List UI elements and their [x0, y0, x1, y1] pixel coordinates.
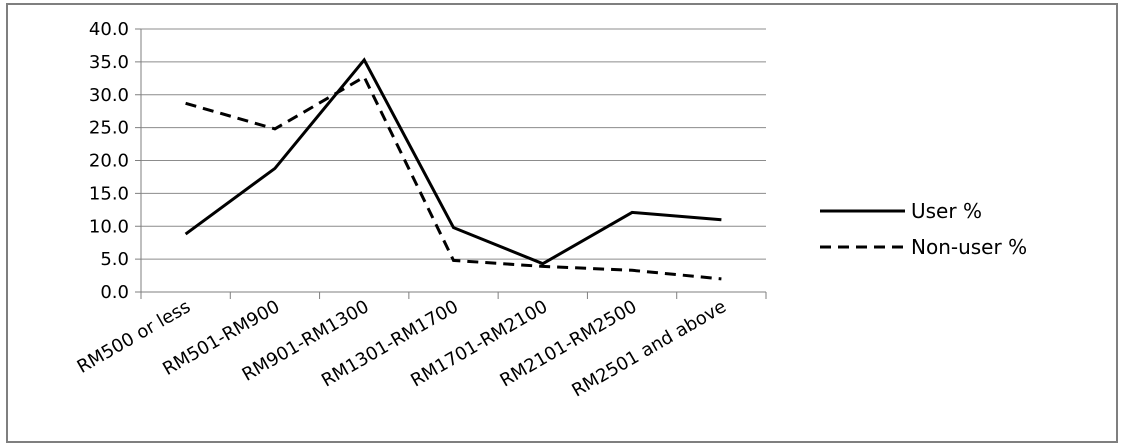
- y-tick-label: 35.0: [89, 52, 129, 73]
- axes: [135, 28, 767, 299]
- series-line-non-user: [185, 74, 722, 281]
- gridlines: [141, 28, 766, 260]
- y-tick-label: 15.0: [89, 183, 129, 204]
- legend-item-user: User %: [820, 199, 982, 223]
- series-line-user: [184, 57, 722, 266]
- y-tick-label: 40.0: [89, 19, 129, 40]
- x-tick-label: RM2501 and above: [568, 296, 729, 401]
- legend-item-non-user: Non-user %: [820, 235, 1027, 259]
- legend: User % Non-user %: [820, 199, 1027, 259]
- legend-label-non-user: Non-user %: [911, 235, 1027, 259]
- y-tick-label: 5.0: [100, 249, 129, 270]
- y-tick-label: 25.0: [89, 118, 129, 139]
- y-tick-label: 20.0: [89, 151, 129, 172]
- y-tick-label: 30.0: [89, 85, 129, 106]
- y-axis-tick-labels: 0.0 5.0 10.0 15.0 20.0 25.0 30.0 35.0 40.0: [89, 19, 129, 303]
- y-tick-label: 10.0: [89, 216, 129, 237]
- legend-label-user: User %: [911, 199, 982, 223]
- x-axis-tick-labels: RM500 or lessRM501-RM900RM901-RM1300RM13…: [74, 296, 730, 401]
- y-tick-label: 0.0: [100, 282, 129, 303]
- chart-frame: [6, 3, 1118, 443]
- series-lines: [184, 57, 722, 281]
